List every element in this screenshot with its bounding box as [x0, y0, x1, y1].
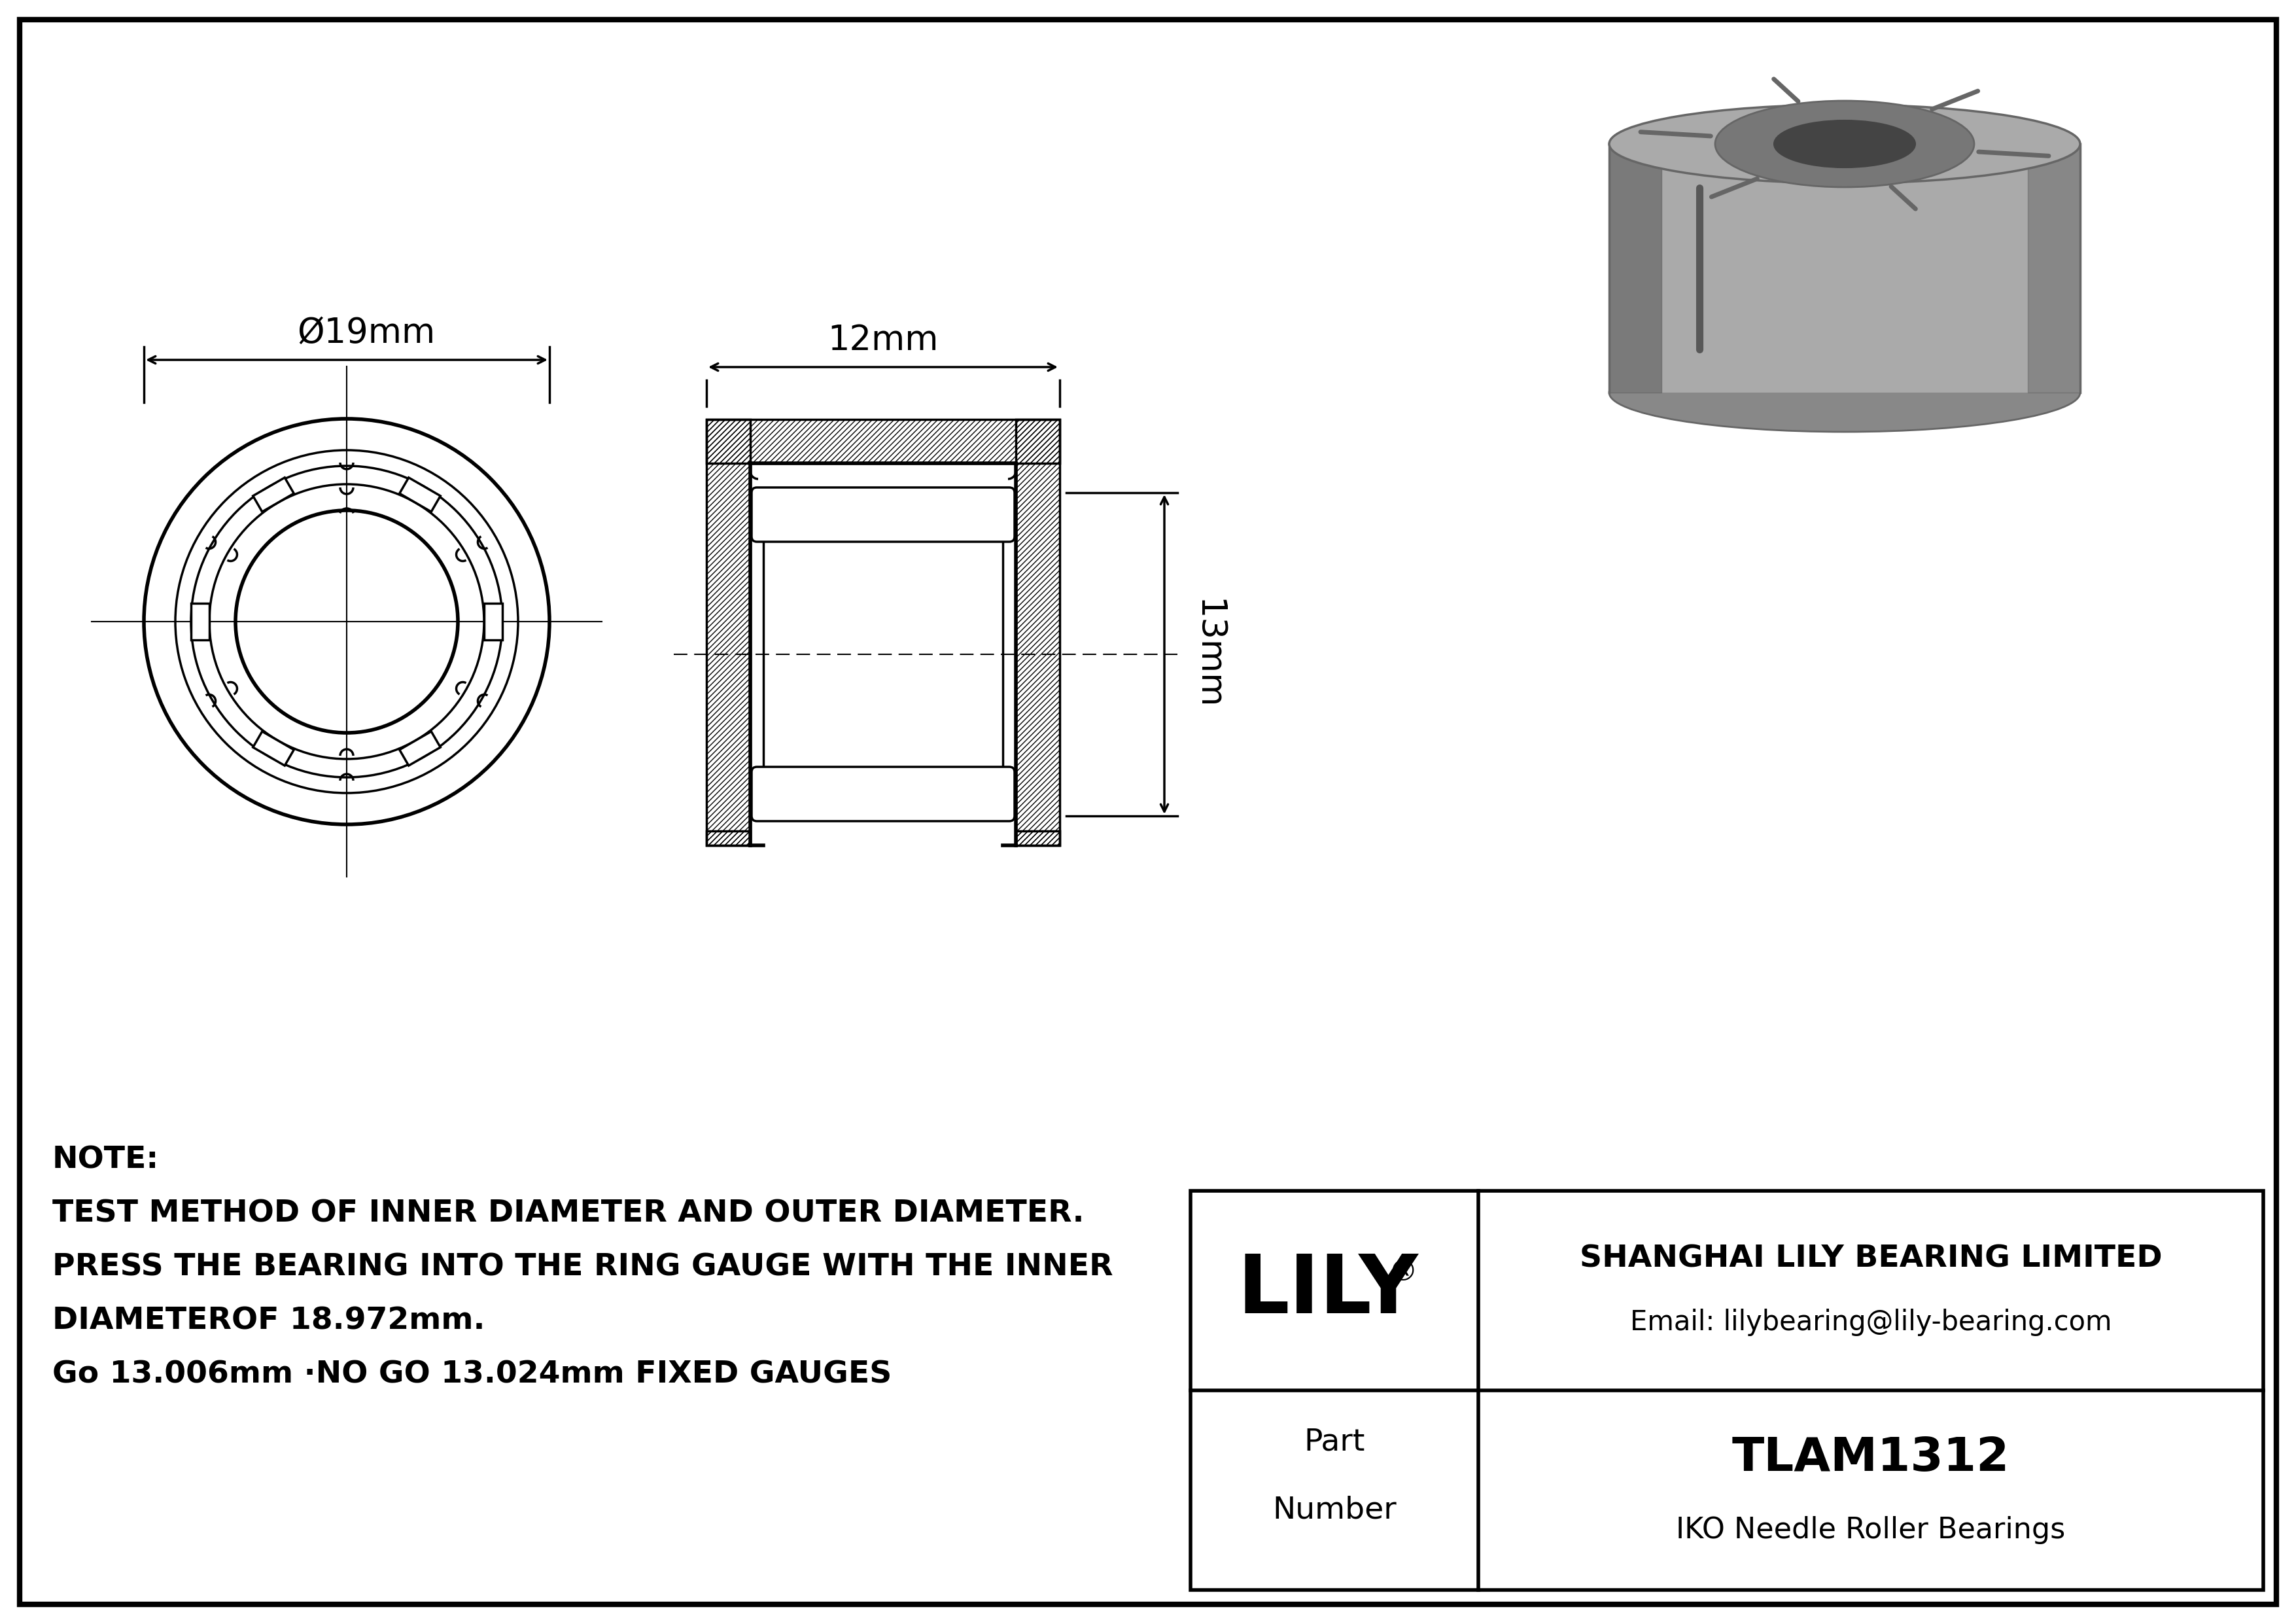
Text: DIAMETEROF 18.972mm.: DIAMETEROF 18.972mm.: [53, 1306, 484, 1335]
Text: SHANGHAI LILY BEARING LIMITED: SHANGHAI LILY BEARING LIMITED: [1580, 1244, 2163, 1273]
Text: PRESS THE BEARING INTO THE RING GAUGE WITH THE INNER: PRESS THE BEARING INTO THE RING GAUGE WI…: [53, 1252, 1114, 1281]
Polygon shape: [400, 477, 441, 512]
Bar: [707, 831, 751, 846]
Text: Part: Part: [1304, 1427, 1364, 1457]
Text: ®: ®: [1389, 1259, 1417, 1286]
Text: IKO Needle Roller Bearings: IKO Needle Roller Bearings: [1676, 1517, 2066, 1544]
Ellipse shape: [1715, 101, 1975, 187]
Text: TLAM1312: TLAM1312: [1731, 1436, 2009, 1481]
Bar: [1609, 145, 2080, 393]
Polygon shape: [253, 477, 294, 512]
FancyBboxPatch shape: [751, 767, 1015, 822]
Bar: [1015, 419, 1061, 846]
Text: Email: lilybearing@lily-bearing.com: Email: lilybearing@lily-bearing.com: [1630, 1309, 2112, 1337]
Ellipse shape: [1775, 120, 1915, 167]
Polygon shape: [400, 731, 441, 765]
Text: Ø19mm: Ø19mm: [296, 317, 436, 351]
Polygon shape: [191, 603, 209, 640]
Polygon shape: [484, 603, 503, 640]
Bar: [1192, 1190, 2264, 1590]
Ellipse shape: [1609, 354, 2080, 432]
FancyBboxPatch shape: [751, 487, 1015, 542]
Text: 12mm: 12mm: [827, 323, 939, 357]
Text: NOTE:: NOTE:: [53, 1145, 158, 1174]
Text: TEST METHOD OF INNER DIAMETER AND OUTER DIAMETER.: TEST METHOD OF INNER DIAMETER AND OUTER …: [53, 1199, 1084, 1228]
Bar: [1015, 831, 1061, 846]
Bar: [707, 419, 1061, 463]
Text: Number: Number: [1272, 1496, 1396, 1525]
Polygon shape: [253, 731, 294, 765]
Ellipse shape: [1609, 104, 2080, 184]
Text: LILY: LILY: [1238, 1250, 1419, 1330]
Bar: [707, 419, 751, 846]
Text: 13mm: 13mm: [1192, 599, 1224, 710]
Text: Go 13.006mm ·NO GO 13.024mm FIXED GAUGES: Go 13.006mm ·NO GO 13.024mm FIXED GAUGES: [53, 1359, 891, 1389]
